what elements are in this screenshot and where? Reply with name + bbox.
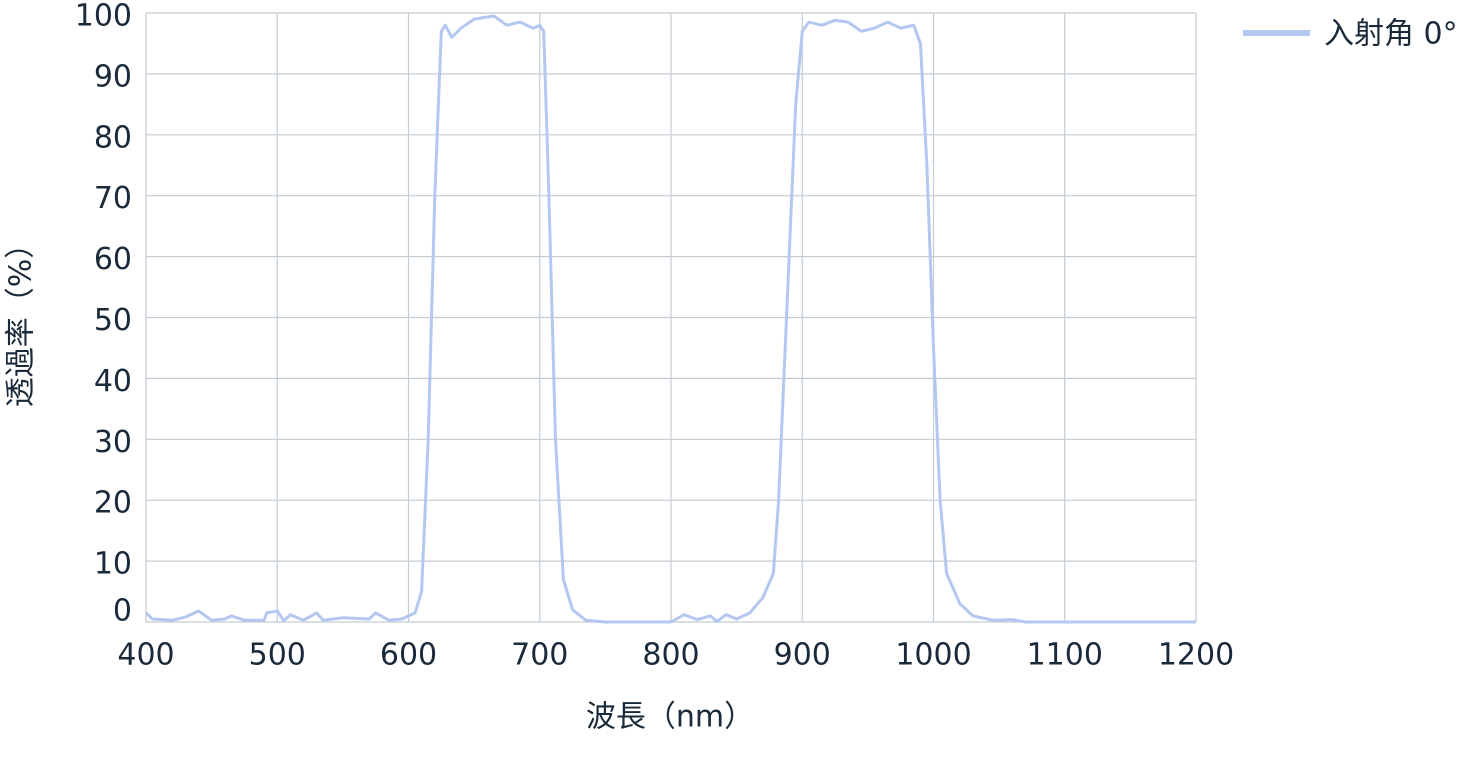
legend-label: 入射角 0° (1324, 17, 1458, 52)
y-axis-label: 透過率（%） (4, 229, 39, 408)
x-tick-label: 1100 (1027, 638, 1103, 673)
y-tick-label: 90 (94, 59, 132, 94)
x-tick-label: 600 (380, 638, 437, 673)
y-tick-label: 10 (94, 547, 132, 582)
y-tick-label: 50 (94, 303, 132, 338)
x-tick-label: 700 (511, 638, 568, 673)
y-tick-label: 0 (113, 594, 132, 629)
y-tick-label: 80 (94, 120, 132, 155)
y-tick-label: 40 (94, 364, 132, 399)
x-tick-label: 400 (117, 638, 174, 673)
x-axis-label: 波長（nm） (586, 700, 754, 735)
y-tick-label: 60 (94, 242, 132, 277)
x-tick-label: 1000 (895, 638, 971, 673)
x-tick-label: 500 (249, 638, 306, 673)
y-tick-label: 30 (94, 425, 132, 460)
data-line (144, 14, 1196, 624)
x-tick-label: 1200 (1158, 638, 1234, 673)
y-tick-label: 70 (94, 181, 132, 216)
y-tick-label: 20 (94, 486, 132, 521)
x-tick-label: 900 (774, 638, 831, 673)
x-tick-label: 800 (642, 638, 699, 673)
y-tick-label: 100 (75, 0, 132, 34)
